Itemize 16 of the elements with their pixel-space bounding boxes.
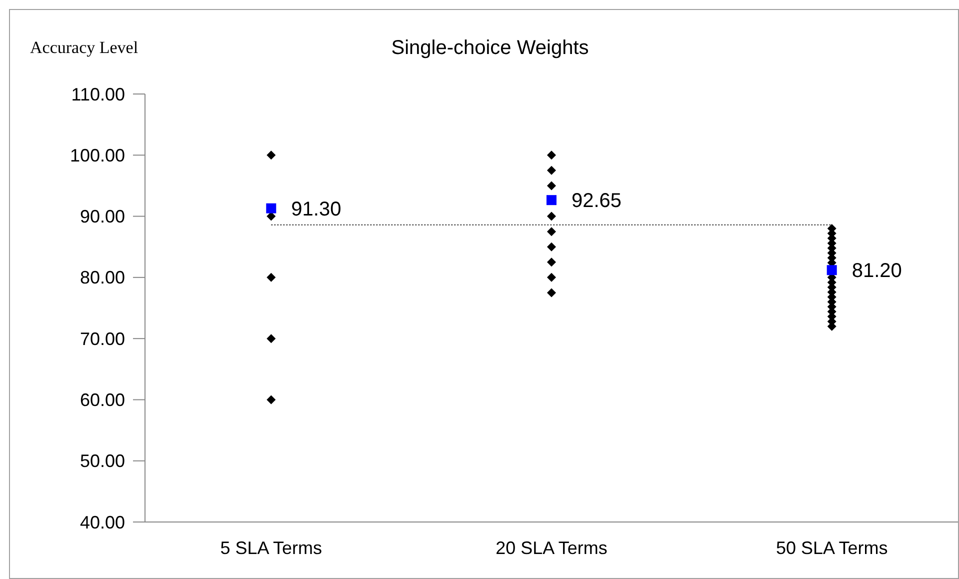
y-tick-label: 110.00 (71, 84, 125, 104)
data-label: 92.65 (572, 190, 622, 212)
y-axis-title: Accuracy Level (30, 38, 138, 57)
x-tick-label: 5 SLA Terms (220, 538, 322, 558)
y-tick-label: 60.00 (80, 390, 125, 410)
y-tick-label: 50.00 (80, 451, 125, 472)
y-tick-label: 100.00 (70, 145, 125, 166)
chart-title: Single-choice Weights (391, 37, 589, 59)
x-tick-label: 50 SLA Terms (776, 538, 888, 558)
x-tick-label: 20 SLA Terms (496, 538, 608, 558)
y-tick-label: 70.00 (80, 328, 125, 349)
y-tick-label: 90.00 (80, 206, 125, 227)
y-tick-label: 80.00 (80, 268, 125, 288)
y-tick-label: 40.00 (80, 512, 125, 532)
data-label: 91.30 (291, 198, 342, 220)
data-label: 81.20 (852, 260, 902, 282)
